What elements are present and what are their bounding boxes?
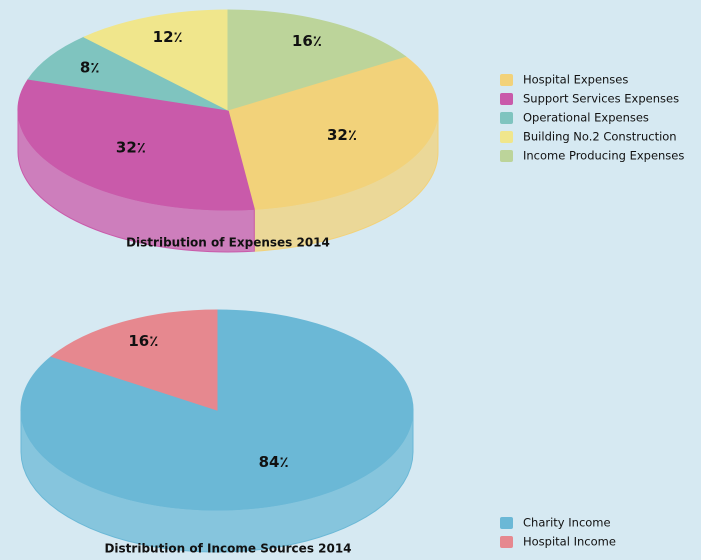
data-label: 32٪: [327, 126, 357, 144]
data-label: 12٪: [153, 28, 183, 46]
legend-label: Hospital Expenses: [523, 73, 628, 87]
legend-swatch: [500, 93, 513, 105]
legend-label: Operational Expenses: [523, 111, 649, 125]
data-label: 16٪: [128, 332, 158, 350]
chart-title: Distribution of Expenses 2014: [126, 236, 330, 250]
slice: [27, 36, 229, 111]
slice: [83, 9, 229, 111]
data-label: 16٪: [292, 32, 322, 50]
legend-label: Building No.2 Construction: [523, 130, 677, 144]
legend-swatch: [500, 536, 513, 548]
legend-label: Charity Income: [523, 516, 611, 530]
chart-title: Distribution of Income Sources 2014: [104, 542, 351, 556]
legend-swatch: [500, 112, 513, 124]
legend-swatch: [500, 517, 513, 529]
slice: [17, 78, 255, 211]
data-label: 32٪: [116, 139, 146, 157]
legend-swatch: [500, 131, 513, 143]
legend-label: Support Services Expenses: [523, 92, 679, 106]
data-label: 8٪: [80, 59, 100, 77]
legend-label: Income Producing Expenses: [523, 149, 684, 163]
data-label: 84٪: [259, 453, 289, 471]
legend-label: Hospital Income: [523, 535, 616, 549]
slice: [227, 9, 407, 111]
legend-swatch: [500, 74, 513, 86]
slice: [50, 309, 218, 411]
legend-swatch: [500, 150, 513, 162]
